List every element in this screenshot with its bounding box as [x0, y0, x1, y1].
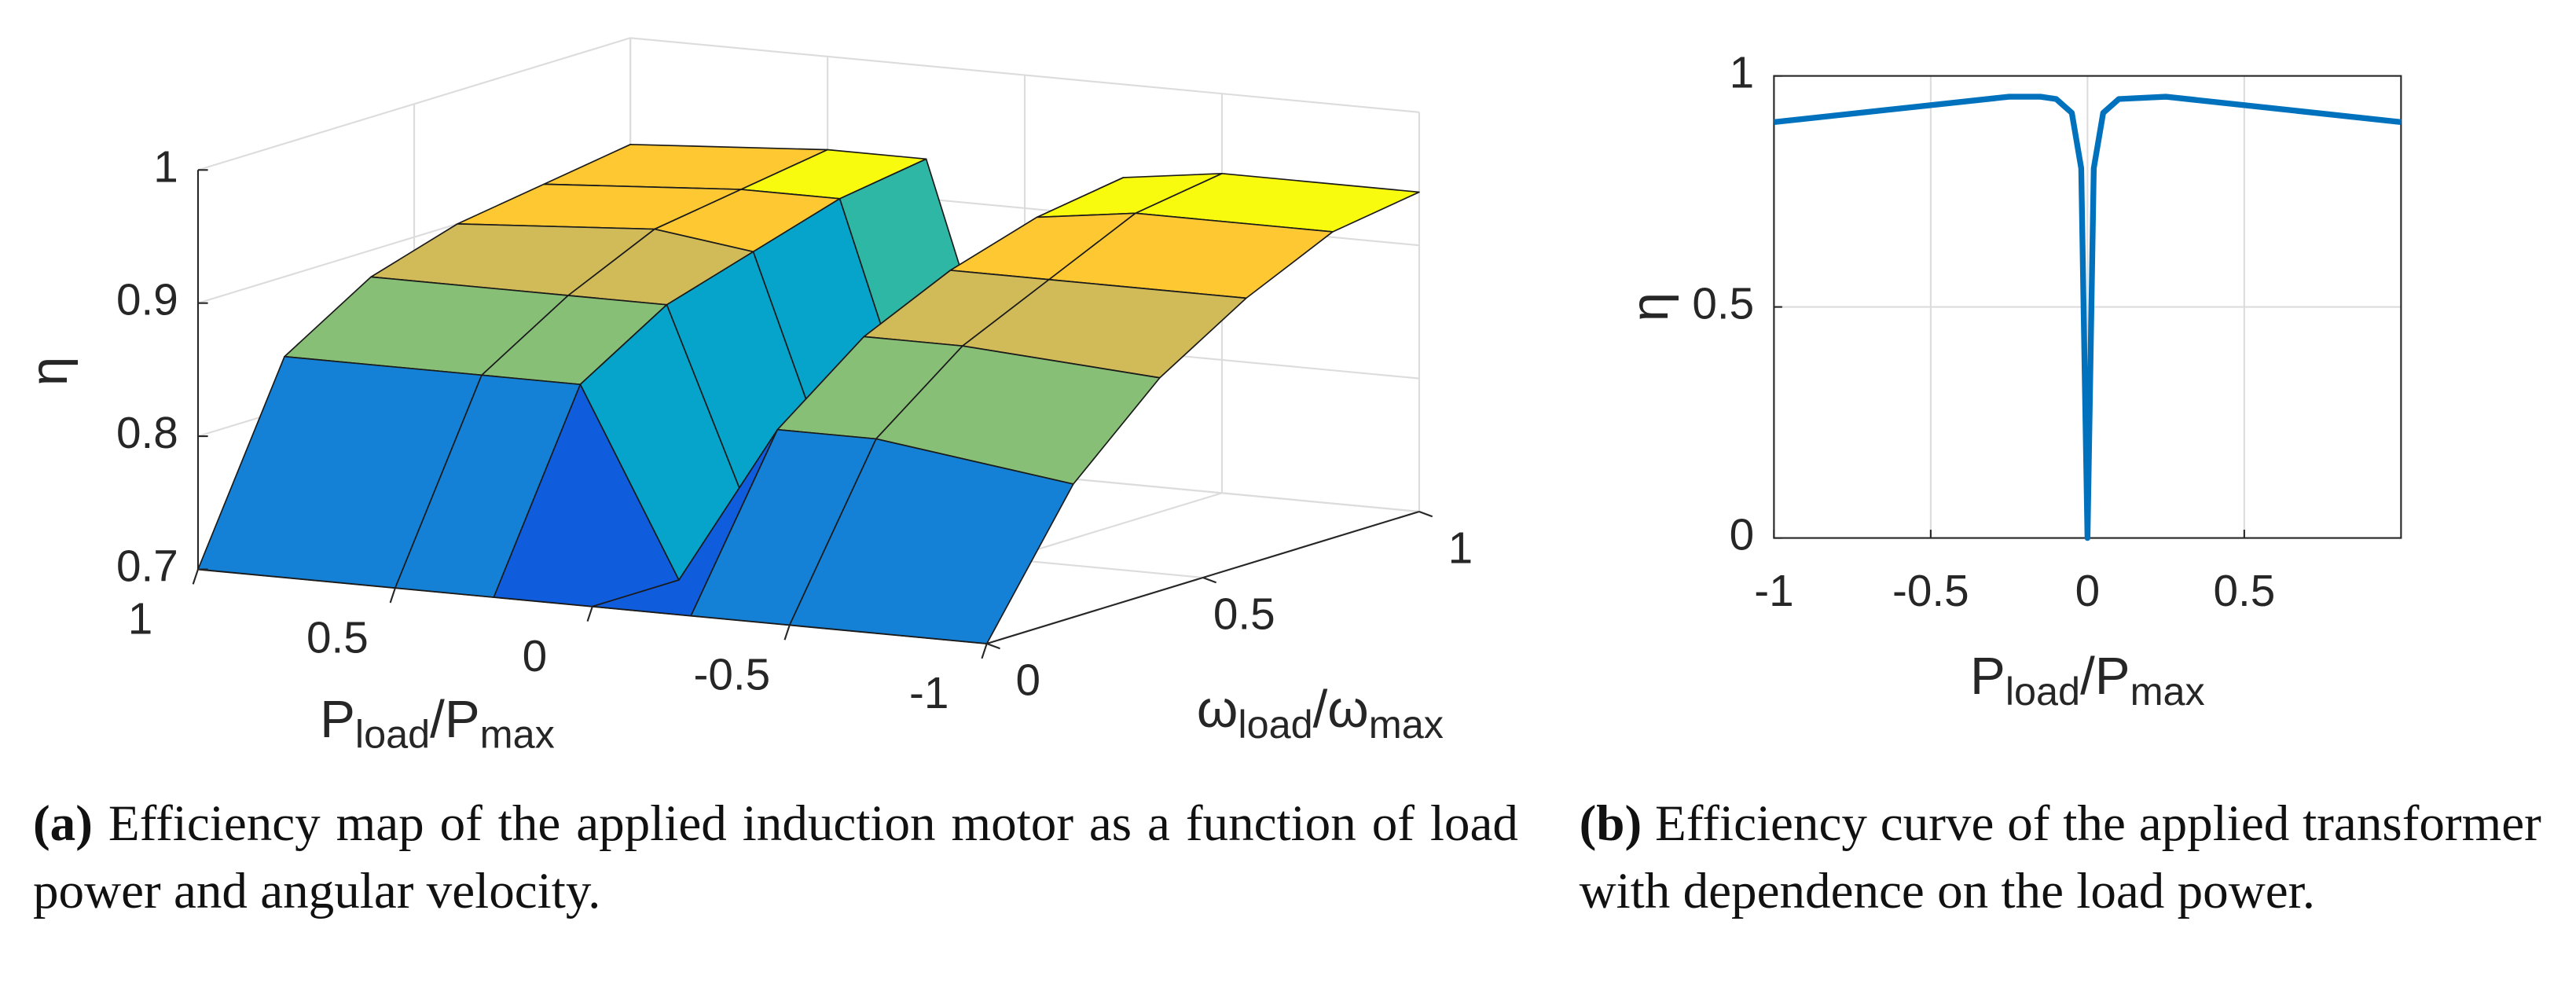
- efficiency-line: [1773, 94, 2402, 541]
- tick-mark: [192, 569, 199, 585]
- z-tick-label: 0.9: [116, 276, 178, 325]
- caption-text: Efficiency map of the applied induction …: [32, 794, 1518, 919]
- tick-mark: [981, 643, 988, 659]
- axis-label-part: load: [355, 712, 430, 757]
- axis-label-part: /ω: [1313, 680, 1369, 739]
- tick-mark: [783, 625, 791, 640]
- z-tick-label: 0.8: [116, 409, 178, 458]
- y-axis-label: η: [1620, 292, 1679, 321]
- axis-label-part: /P: [2080, 647, 2130, 706]
- tick-mark: [389, 587, 396, 604]
- tick-mark: [986, 642, 1000, 650]
- caption-a: (a) Efficiency map of the applied induct…: [33, 789, 1518, 924]
- axis-label: Pload/Pmax: [320, 690, 555, 757]
- axis-label: ωload/ωmax: [1197, 680, 1444, 747]
- x-tick-label: 0.5: [2213, 567, 2275, 616]
- x-tick-label: -0.5: [1892, 567, 1969, 616]
- axis-label: Pload/Pmax: [1970, 647, 2205, 714]
- y-tick-label: 0.5: [1692, 280, 1754, 329]
- z-axis-label: η: [20, 357, 79, 386]
- caption-b: (b) Efficiency curve of the applied tran…: [1580, 789, 2541, 924]
- z-tick-label: 1: [153, 142, 178, 192]
- x-tick-label: 0: [523, 632, 548, 681]
- axis-label-part: load: [2005, 669, 2080, 714]
- axis-label-part: P: [1970, 647, 2005, 706]
- surface-face: [788, 438, 1074, 644]
- x-tick-label: -1: [909, 669, 949, 718]
- x-tick-label: -1: [1754, 567, 1793, 616]
- y-tick-label: 0.5: [1213, 589, 1275, 639]
- axis-label-part: ω: [1197, 680, 1238, 739]
- axis-label-part: max: [2130, 669, 2205, 714]
- axis-label-part: max: [480, 712, 555, 757]
- caption-label: (b): [1579, 794, 1642, 852]
- x-tick-label: 1: [128, 595, 153, 644]
- tick-mark: [1202, 576, 1216, 584]
- caption-text: Efficiency curve of the applied transfor…: [1579, 794, 2541, 919]
- axis-label-part: max: [1369, 702, 1444, 747]
- x-tick-label: 0.5: [306, 613, 369, 662]
- y-tick-label: 1: [1448, 523, 1473, 573]
- axis-label-part: /P: [430, 690, 479, 749]
- z-tick-label: 0.7: [116, 541, 178, 591]
- y-tick-label: 1: [1730, 49, 1755, 98]
- y-tick-label: 0: [1730, 511, 1755, 560]
- axis-label-part: load: [1238, 702, 1312, 747]
- x-tick-label: 0: [2075, 567, 2101, 616]
- axis-label-part: P: [320, 690, 355, 749]
- caption-label: (a): [32, 794, 93, 852]
- y-tick-label: 0: [1015, 655, 1040, 705]
- x-tick-label: -0.5: [693, 651, 770, 700]
- tick-mark: [1418, 510, 1433, 518]
- tick-mark: [586, 606, 593, 622]
